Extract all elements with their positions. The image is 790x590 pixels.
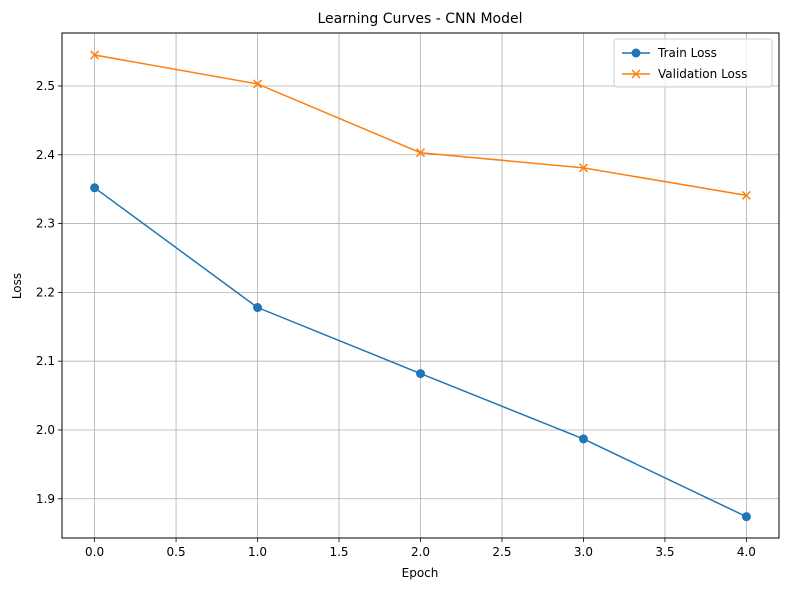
train-loss-point [416, 369, 425, 379]
train-loss-point [90, 183, 100, 193]
validation-loss-point-stroke-b [415, 148, 426, 158]
legend-entry-train-loss: Train Loss [622, 46, 717, 60]
validation-loss-point [253, 79, 263, 89]
axis-ticks: 0.0 0.5 1.0 1.5 2.0 2.5 3.0 3.5 4.0 1.9 2.0 2.1 2.2 2… [36, 79, 756, 559]
x-tick-label: 3.5 [655, 545, 674, 559]
validation-loss-point-stroke-b [578, 163, 588, 173]
x-tick-label: 2.0 [411, 545, 430, 559]
validation-loss-point-stroke-b [741, 190, 751, 200]
y-tick-label: 1.9 [36, 492, 55, 506]
legend-box [613, 38, 773, 88]
x-tick-label: 3.0 [574, 545, 593, 559]
legend-swatch-marker-stroke-b [631, 69, 641, 79]
train-loss-point [253, 303, 263, 313]
validation-loss-point [578, 163, 588, 173]
legend-entry-validation-loss: Validation Loss [622, 67, 747, 81]
legend-swatch-marker [631, 69, 641, 79]
series-layer [90, 50, 751, 522]
x-tick-label: 1.0 [248, 545, 267, 559]
grid [62, 33, 779, 538]
validation-loss-point-stroke-b [90, 50, 100, 60]
y-tick-label: 2.4 [36, 148, 55, 162]
train-loss-point [578, 434, 588, 444]
legend: Train Loss Validation Loss [613, 38, 773, 88]
y-tick-label: 2.2 [36, 285, 55, 299]
legend-label: Validation Loss [658, 67, 747, 81]
y-tick-label: 2.0 [36, 423, 55, 437]
y-axis-label: Loss [10, 273, 24, 299]
legend-swatch-marker [631, 48, 641, 58]
y-tick-label: 2.5 [36, 79, 55, 93]
validation-loss-point [415, 148, 426, 158]
validation-loss-point-stroke-b [253, 79, 263, 89]
chart-title: Learning Curves - CNN Model [318, 11, 523, 27]
x-tick-label: 1.5 [329, 545, 348, 559]
validation-loss-point [741, 190, 751, 200]
x-tick-label: 0.0 [85, 545, 104, 559]
x-tick-label: 0.5 [167, 545, 186, 559]
train-loss-point [741, 512, 751, 522]
validation-loss-point [90, 50, 100, 60]
y-tick-label: 2.3 [36, 217, 55, 231]
x-axis-label: Epoch [402, 566, 439, 580]
y-tick-label: 2.1 [36, 354, 55, 368]
x-tick-label: 4.0 [737, 545, 756, 559]
legend-label: Train Loss [657, 46, 717, 60]
x-tick-label: 2.5 [492, 545, 511, 559]
